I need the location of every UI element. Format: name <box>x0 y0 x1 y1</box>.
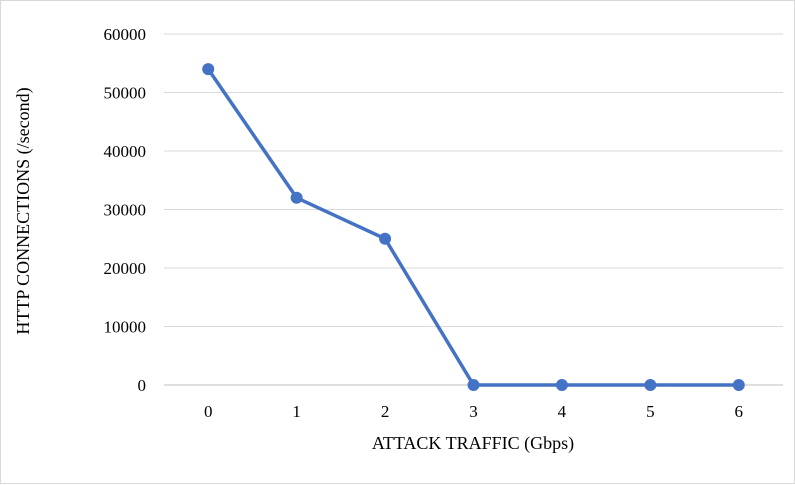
y-axis-title: HTTP CONNECTIONS (/second) <box>13 87 34 334</box>
x-tick-label: 6 <box>735 402 744 421</box>
data-point <box>644 379 657 391</box>
series-line <box>206 67 741 387</box>
y-tick-label: 60000 <box>104 25 147 44</box>
y-tick-label: 10000 <box>104 318 147 337</box>
y-tick-label: 30000 <box>104 201 147 220</box>
x-tick-label: 2 <box>381 402 390 421</box>
x-axis-tick-labels: 0 1 2 3 4 5 6 <box>204 402 743 421</box>
series-layer <box>202 63 745 391</box>
x-tick-label: 0 <box>204 402 213 421</box>
y-tick-label: 20000 <box>104 259 147 278</box>
data-point <box>379 232 392 245</box>
data-point <box>290 191 303 204</box>
y-tick-label: 40000 <box>104 142 147 161</box>
y-tick-label: 50000 <box>104 84 147 103</box>
data-point <box>467 379 480 391</box>
x-tick-label: 4 <box>558 402 567 421</box>
x-tick-label: 5 <box>646 402 655 421</box>
y-tick-label: 0 <box>138 376 147 395</box>
gridlines <box>164 33 783 327</box>
x-tick-label: 1 <box>292 402 301 421</box>
x-tick-label: 3 <box>469 402 478 421</box>
y-axis-tick-labels: 0 10000 20000 30000 40000 50000 60000 <box>104 25 147 395</box>
x-axis-title: ATTACK TRAFFIC (Gbps) <box>372 433 574 454</box>
data-point <box>555 379 568 391</box>
data-point <box>732 379 745 391</box>
data-point <box>202 63 215 76</box>
